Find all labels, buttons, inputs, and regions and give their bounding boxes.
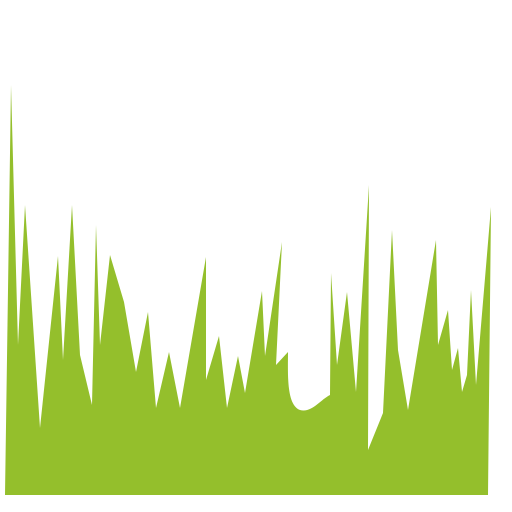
grass-shape xyxy=(5,85,491,495)
